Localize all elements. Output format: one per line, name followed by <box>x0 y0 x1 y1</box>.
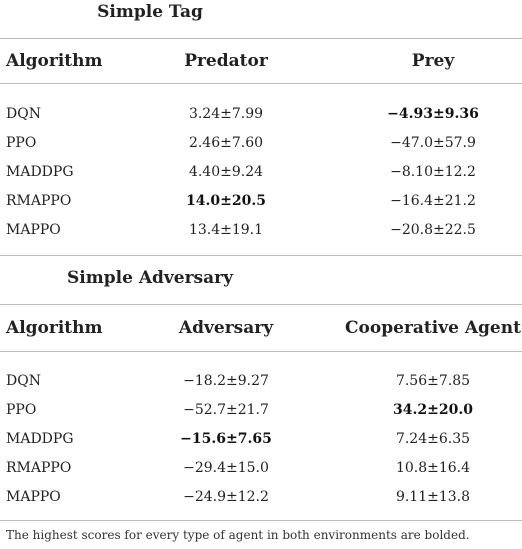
cooperative-agent-score: 34.2±20.0 <box>393 402 473 418</box>
table-row: PPO −52.7±21.7 34.2±20.0 <box>0 395 522 425</box>
table-row: DQN 3.24±7.99 −4.93±9.36 <box>0 99 522 129</box>
divider <box>0 38 522 39</box>
algorithm-name: PPO <box>6 135 37 151</box>
predator-score: 4.40±9.24 <box>188 164 264 180</box>
predator-score: 14.0±20.5 <box>186 193 266 209</box>
adversary-score: −18.2±9.27 <box>183 373 269 389</box>
table-footnote: The highest scores for every type of age… <box>6 528 470 542</box>
divider <box>0 83 522 84</box>
table-row: PPO 2.46±7.60 −47.0±57.9 <box>0 128 522 158</box>
adversary-score: −15.6±7.65 <box>180 431 272 447</box>
header-algorithm: Algorithm <box>6 318 103 338</box>
prey-score: −20.8±22.5 <box>390 222 476 238</box>
section-title-simple-adversary: Simple Adversary <box>67 268 233 288</box>
prey-score: −8.10±12.2 <box>390 164 476 180</box>
algorithm-name: RMAPPO <box>6 193 72 209</box>
divider <box>0 304 522 305</box>
table-row: MADDPG −15.6±7.65 7.24±6.35 <box>0 424 522 454</box>
header-adversary: Adversary <box>178 318 274 338</box>
divider <box>0 351 522 352</box>
cooperative-agent-score: 10.8±16.4 <box>395 460 471 476</box>
predator-score: 3.24±7.99 <box>188 106 264 122</box>
prey-score: −16.4±21.2 <box>390 193 476 209</box>
algorithm-name: RMAPPO <box>6 460 72 476</box>
header-cooperative-agent: Cooperative Agent <box>345 318 521 338</box>
cooperative-agent-score: 9.11±13.8 <box>395 489 471 505</box>
algorithm-name: DQN <box>6 106 41 122</box>
algorithm-name: MAPPO <box>6 489 61 505</box>
table-header-row: Algorithm Adversary Cooperative Agent <box>0 308 522 348</box>
algorithm-name: MADDPG <box>6 431 74 447</box>
table-row: RMAPPO 14.0±20.5 −16.4±21.2 <box>0 186 522 216</box>
header-predator: Predator <box>184 51 268 71</box>
cooperative-agent-score: 7.56±7.85 <box>395 373 471 389</box>
header-prey: Prey <box>411 51 455 71</box>
prey-score: −4.93±9.36 <box>387 106 479 122</box>
prey-score: −47.0±57.9 <box>390 135 476 151</box>
algorithm-name: DQN <box>6 373 41 389</box>
algorithm-name: MAPPO <box>6 222 61 238</box>
algorithm-name: PPO <box>6 402 37 418</box>
algorithm-name: MADDPG <box>6 164 74 180</box>
table-row: RMAPPO −29.4±15.0 10.8±16.4 <box>0 453 522 483</box>
adversary-score: −29.4±15.0 <box>183 460 269 476</box>
table-row: MAPPO 13.4±19.1 −20.8±22.5 <box>0 215 522 245</box>
section-title-simple-tag: Simple Tag <box>97 2 203 22</box>
table-row: DQN −18.2±9.27 7.56±7.85 <box>0 366 522 396</box>
divider <box>0 255 522 256</box>
table-row: MAPPO −24.9±12.2 9.11±13.8 <box>0 482 522 512</box>
table-header-row: Algorithm Predator Prey <box>0 41 522 81</box>
adversary-score: −24.9±12.2 <box>183 489 269 505</box>
table-row: MADDPG 4.40±9.24 −8.10±12.2 <box>0 157 522 187</box>
adversary-score: −52.7±21.7 <box>183 402 269 418</box>
predator-score: 2.46±7.60 <box>188 135 264 151</box>
cooperative-agent-score: 7.24±6.35 <box>395 431 471 447</box>
header-algorithm: Algorithm <box>6 51 103 71</box>
divider <box>0 520 522 521</box>
predator-score: 13.4±19.1 <box>188 222 264 238</box>
